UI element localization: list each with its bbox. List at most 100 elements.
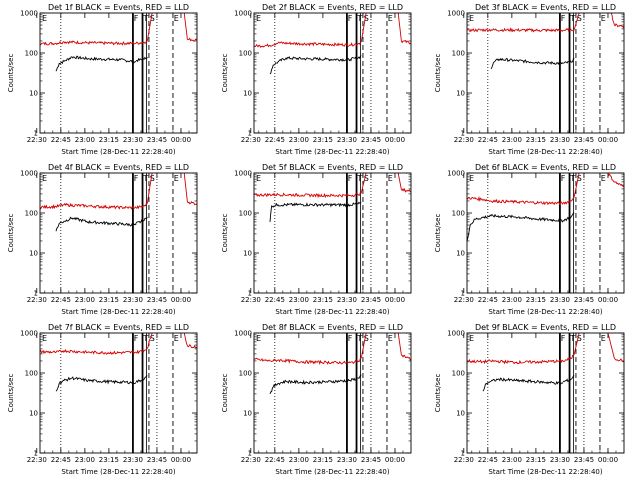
- flag-label: S: [364, 174, 369, 183]
- lld-series-line: [39, 202, 137, 210]
- lld-series-line: [349, 332, 367, 365]
- events-series-line: [55, 216, 137, 232]
- x-tick-label: 22:30: [241, 296, 261, 304]
- x-tick-label: 23:15: [526, 456, 546, 464]
- x-tick-label: 23:45: [361, 296, 381, 304]
- flag-label: T: [142, 14, 148, 23]
- flag-label: S: [364, 334, 369, 343]
- x-axis-label: Start Time (28-Dec-11 22:28:40): [275, 148, 389, 156]
- y-tick-label: 1000: [447, 170, 465, 178]
- x-tick-label: 23:45: [574, 136, 594, 144]
- plot-frame: [466, 172, 625, 294]
- x-tick-label: 00:00: [171, 296, 191, 304]
- lld-series-line: [397, 172, 412, 193]
- x-tick-label: 23:00: [502, 456, 522, 464]
- x-tick-label: 00:00: [171, 456, 191, 464]
- x-tick-label: 22:45: [265, 456, 285, 464]
- y-tick-label: 1000: [234, 330, 252, 338]
- panel-title: Det 7f BLACK = Events, RED = LLD: [48, 323, 189, 332]
- events-series-line: [135, 375, 148, 384]
- x-tick-label: 22:45: [478, 296, 498, 304]
- plot-frame: [466, 332, 625, 454]
- flag-label: E: [469, 14, 474, 23]
- flag-label: S: [577, 174, 582, 183]
- y-tick-label: 10: [243, 90, 252, 98]
- y-axis-label: Counts/sec: [434, 54, 442, 93]
- flag-label: T: [569, 174, 575, 183]
- x-tick-label: 23:15: [313, 296, 333, 304]
- x-tick-label: 23:45: [361, 136, 381, 144]
- x-tick-label: 00:00: [598, 296, 618, 304]
- flag-label: E: [42, 334, 47, 343]
- x-tick-label: 23:15: [99, 296, 119, 304]
- x-tick-label: 22:30: [454, 296, 474, 304]
- x-tick-label: 23:30: [550, 456, 570, 464]
- y-tick-label: 10: [243, 250, 252, 258]
- x-tick-label: 22:30: [241, 136, 261, 144]
- flag-label: E: [469, 334, 474, 343]
- flag-label: S: [577, 334, 582, 343]
- x-tick-label: 22:45: [51, 456, 71, 464]
- x-tick-label: 00:00: [385, 456, 405, 464]
- x-tick-label: 23:00: [75, 296, 95, 304]
- y-tick-label: 1: [34, 450, 38, 458]
- lld-series-line: [607, 332, 625, 363]
- lld-series-line: [349, 12, 367, 47]
- x-axis-label: Start Time (28-Dec-11 22:28:40): [61, 148, 175, 156]
- lld-series-line: [607, 172, 625, 188]
- plot-frame: [253, 172, 412, 294]
- flag-label: T: [356, 334, 362, 343]
- events-series-line: [562, 57, 575, 64]
- flag-label: S: [364, 14, 369, 23]
- x-tick-label: 23:00: [502, 136, 522, 144]
- events-series-line: [55, 55, 137, 72]
- lld-series-line: [466, 358, 564, 365]
- lld-series-line: [466, 196, 564, 206]
- flag-label: F: [134, 14, 139, 23]
- flag-label: E: [174, 334, 179, 343]
- y-tick-label: 100: [239, 50, 252, 58]
- lld-series-line: [397, 332, 412, 361]
- x-tick-label: 23:30: [337, 136, 357, 144]
- panel-title: Det 3f BLACK = Events, RED = LLD: [475, 3, 616, 12]
- flag-label: F: [561, 334, 566, 343]
- x-axis-label: Start Time (28-Dec-11 22:28:40): [61, 308, 175, 316]
- flag-label: E: [469, 174, 474, 183]
- flag-label: E: [174, 14, 179, 23]
- y-tick-label: 1: [461, 450, 465, 458]
- flag-label: E: [174, 174, 179, 183]
- detector-panel: Det 6f BLACK = Events, RED = LLD Counts/s…: [434, 163, 625, 316]
- flag-label: E: [388, 174, 393, 183]
- x-tick-label: 23:30: [337, 296, 357, 304]
- y-tick-label: 10: [29, 90, 38, 98]
- lld-series-line: [466, 27, 564, 33]
- x-tick-label: 22:30: [454, 456, 474, 464]
- y-tick-label: 1000: [234, 10, 252, 18]
- flag-label: F: [348, 14, 353, 23]
- detector-panel: Det 7f BLACK = Events, RED = LLD Counts/s…: [7, 323, 198, 476]
- y-tick-label: 10: [243, 410, 252, 418]
- x-tick-label: 23:00: [75, 456, 95, 464]
- x-tick-label: 23:45: [574, 296, 594, 304]
- x-tick-label: 23:15: [526, 136, 546, 144]
- y-tick-label: 1: [248, 130, 252, 138]
- y-axis-label: Counts/sec: [221, 54, 229, 93]
- flag-label: F: [561, 14, 566, 23]
- x-tick-label: 22:45: [478, 456, 498, 464]
- panel-title: Det 2f BLACK = Events, RED = LLD: [262, 3, 403, 12]
- x-tick-label: 22:30: [241, 456, 261, 464]
- events-series-line: [349, 55, 362, 62]
- y-axis-label: Counts/sec: [221, 374, 229, 413]
- events-series-line: [482, 377, 564, 392]
- x-tick-label: 22:30: [27, 296, 47, 304]
- x-tick-label: 00:00: [598, 456, 618, 464]
- flag-label: F: [348, 174, 353, 183]
- flag-label: E: [601, 174, 606, 183]
- y-axis-label: Counts/sec: [434, 374, 442, 413]
- x-tick-label: 23:15: [313, 136, 333, 144]
- lld-series-line: [610, 12, 625, 28]
- panel-title: Det 9f BLACK = Events, RED = LLD: [475, 323, 616, 332]
- y-axis-label: Counts/sec: [7, 54, 15, 93]
- flag-label: E: [42, 174, 47, 183]
- events-series-line: [562, 375, 575, 383]
